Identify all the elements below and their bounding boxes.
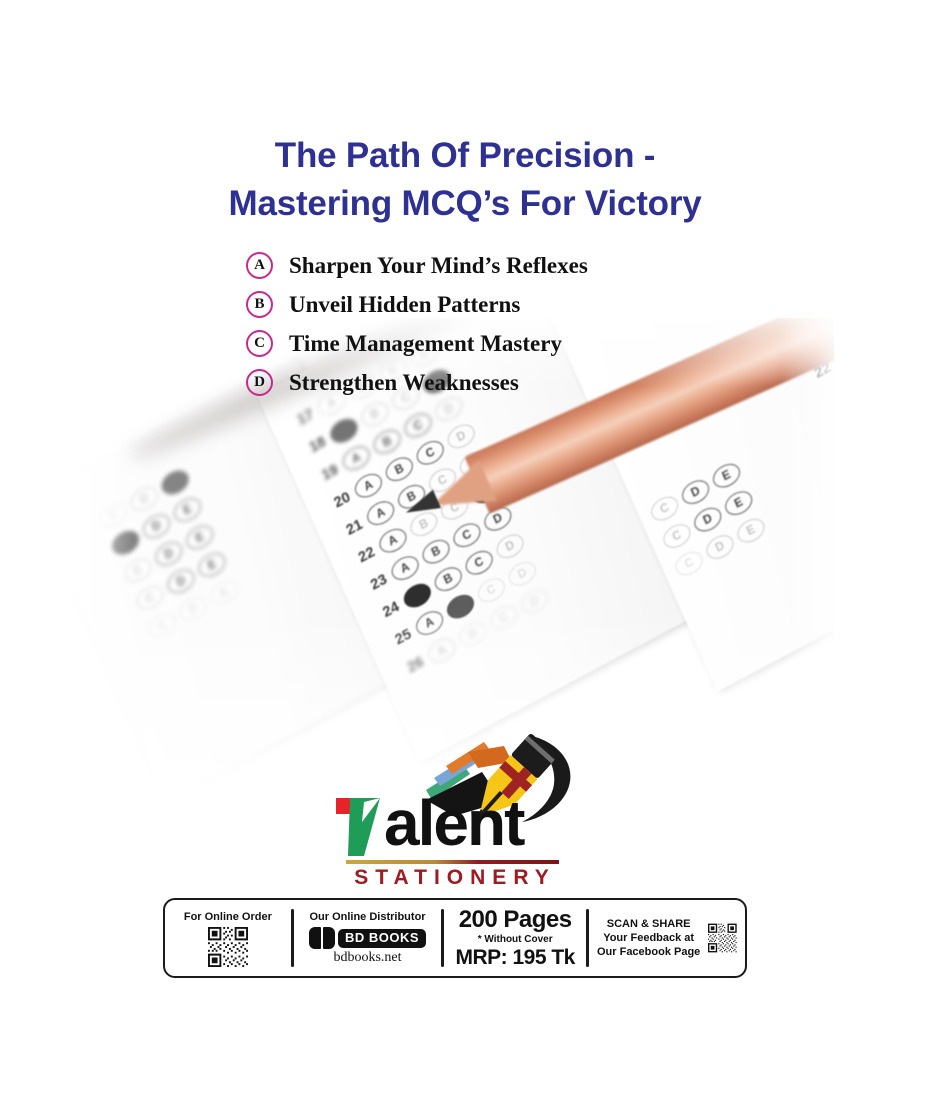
page-count: 200 Pages	[458, 905, 572, 933]
distributor-website[interactable]: bdbooks.net	[333, 950, 402, 965]
pages-price-section: 200 Pages * Without Cover MRP: 195 Tk	[444, 900, 586, 976]
list-item: C Time Management Mastery	[246, 324, 588, 363]
brand-wordmark: alent	[332, 790, 592, 862]
bubble-e: E	[206, 575, 242, 609]
bubble-e: E	[733, 513, 768, 547]
online-order-label: For Online Order	[183, 910, 272, 923]
omr-rows-right-bubbles: C D E C D E C D E	[646, 452, 775, 584]
divider	[290, 909, 294, 967]
bubble-c: C	[145, 608, 180, 642]
bullet-badge-d: D	[246, 369, 273, 396]
facebook-feedback-qr-code[interactable]	[708, 909, 737, 967]
title-line-2: Mastering MCQ’s For Victory	[228, 184, 702, 223]
book-icon	[308, 927, 335, 949]
page-count-note: * Without Cover	[477, 933, 553, 945]
list-item: A Sharpen Your Mind’s Reflexes	[246, 246, 588, 285]
bd-books-logo[interactable]: BD BOOKS	[308, 927, 427, 949]
scan-share-section: SCAN & SHARE Your Feedback at Our Facebo…	[589, 900, 745, 976]
brand-letter-t-icon	[336, 798, 380, 856]
footer-banner: For Online Order	[163, 898, 747, 978]
brand-logo: alent STATIONERY	[332, 728, 592, 896]
bullet-label-d: Strengthen Weaknesses	[289, 369, 519, 395]
logo-divider-bar	[346, 860, 559, 864]
brand-tagline: STATIONERY	[354, 866, 556, 889]
divider	[441, 909, 445, 967]
order-qr-code[interactable]	[205, 926, 251, 967]
bubble-d: D	[175, 591, 211, 625]
bubble-c: C	[671, 546, 707, 580]
bullet-badge-b: B	[246, 291, 273, 318]
omr-rows-left: C D E C D E C D E	[72, 459, 248, 663]
scan-line-1: SCAN & SHARE	[606, 918, 691, 930]
bubble-b: B	[455, 617, 490, 651]
scan-share-text: SCAN & SHARE Your Feedback at Our Facebo…	[597, 917, 700, 959]
bullet-label-b: Unveil Hidden Patterns	[289, 291, 521, 317]
bullet-label-a: Sharpen Your Mind’s Reflexes	[289, 252, 588, 278]
scan-line-2: Your Feedback at	[603, 932, 695, 944]
brand-name-rest: alent	[384, 787, 525, 859]
scan-line-3: Our Facebook Page	[596, 946, 701, 958]
bubble-c: C	[486, 600, 521, 634]
divider	[586, 909, 589, 967]
distributor-section: Our Online Distributor BD BOOKS bdbooks.…	[294, 900, 442, 976]
price-label: MRP: 195 Tk	[455, 945, 575, 969]
page-title: The Path Of Precision - Mastering MCQ’s …	[0, 132, 930, 228]
bullet-badge-c: C	[246, 330, 273, 357]
list-item: D Strengthen Weaknesses	[246, 363, 588, 402]
bullet-badge-a: A	[246, 252, 273, 279]
bubble-d: D	[517, 584, 552, 618]
row-number: 26	[404, 652, 427, 676]
list-item: B Unveil Hidden Patterns	[246, 285, 588, 324]
bd-books-label: BD BOOKS	[337, 928, 427, 948]
bullet-label-c: Time Management Mastery	[289, 330, 562, 356]
online-order-section: For Online Order	[165, 900, 291, 976]
bubble-d: D	[702, 530, 737, 564]
title-line-1: The Path Of Precision -	[274, 136, 656, 175]
row-number: 19	[318, 460, 341, 484]
bubble-a: A	[424, 633, 459, 667]
distributor-label: Our Online Distributor	[309, 911, 426, 923]
feature-list: A Sharpen Your Mind’s Reflexes B Unveil …	[246, 246, 588, 402]
